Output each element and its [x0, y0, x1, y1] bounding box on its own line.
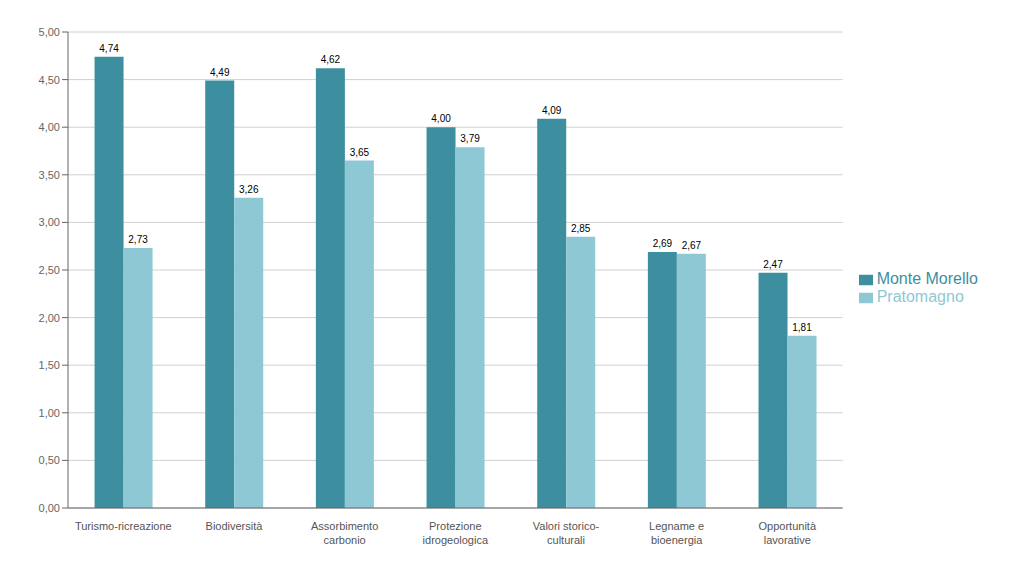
svg-text:4,74: 4,74	[99, 43, 119, 54]
svg-text:4,50: 4,50	[39, 74, 60, 86]
svg-text:Assorbimentocarbonio: Assorbimentocarbonio	[311, 520, 378, 546]
svg-text:2,85: 2,85	[571, 223, 591, 234]
svg-text:0,00: 0,00	[39, 502, 60, 514]
svg-text:4,09: 4,09	[542, 105, 562, 116]
svg-text:Biodiversità: Biodiversità	[206, 520, 264, 532]
html-text:Pratomagno: Pratomagno	[876, 288, 964, 305]
svg-text:Legname ebioenergia: Legname ebioenergia	[649, 520, 704, 546]
svg-text:1,00: 1,00	[39, 407, 60, 419]
svg-text:5,00: 5,00	[39, 26, 60, 38]
svg-text:Valori storico-culturali: Valori storico-culturali	[533, 520, 600, 546]
html-text:Monte Morello: Monte Morello	[876, 270, 978, 287]
svg-text:4,49: 4,49	[210, 67, 230, 78]
svg-text:2,73: 2,73	[128, 234, 148, 245]
svg-text:2,67: 2,67	[682, 240, 702, 251]
svg-text:4,62: 4,62	[321, 54, 341, 65]
svg-text:4,00: 4,00	[39, 121, 60, 133]
svg-text:3,65: 3,65	[350, 147, 370, 158]
svg-text:Protezioneidrogeologica: Protezioneidrogeologica	[423, 520, 489, 546]
svg-text:1,50: 1,50	[39, 359, 60, 371]
svg-text:2,50: 2,50	[39, 264, 60, 276]
svg-text:Opportunitàlavorative: Opportunitàlavorative	[759, 520, 817, 546]
svg-text:Turismo-ricreazione: Turismo-ricreazione	[75, 520, 172, 532]
svg-text:3,26: 3,26	[239, 184, 259, 195]
svg-text:2,00: 2,00	[39, 312, 60, 324]
svg-text:2,69: 2,69	[653, 238, 673, 249]
svg-text:3,50: 3,50	[39, 169, 60, 181]
svg-text:3,79: 3,79	[460, 133, 480, 144]
svg-text:4,00: 4,00	[431, 113, 451, 124]
svg-text:0,50: 0,50	[39, 454, 60, 466]
svg-text:2,47: 2,47	[763, 259, 783, 270]
svg-text:1,81: 1,81	[792, 322, 812, 333]
svg-text:3,00: 3,00	[39, 216, 60, 228]
